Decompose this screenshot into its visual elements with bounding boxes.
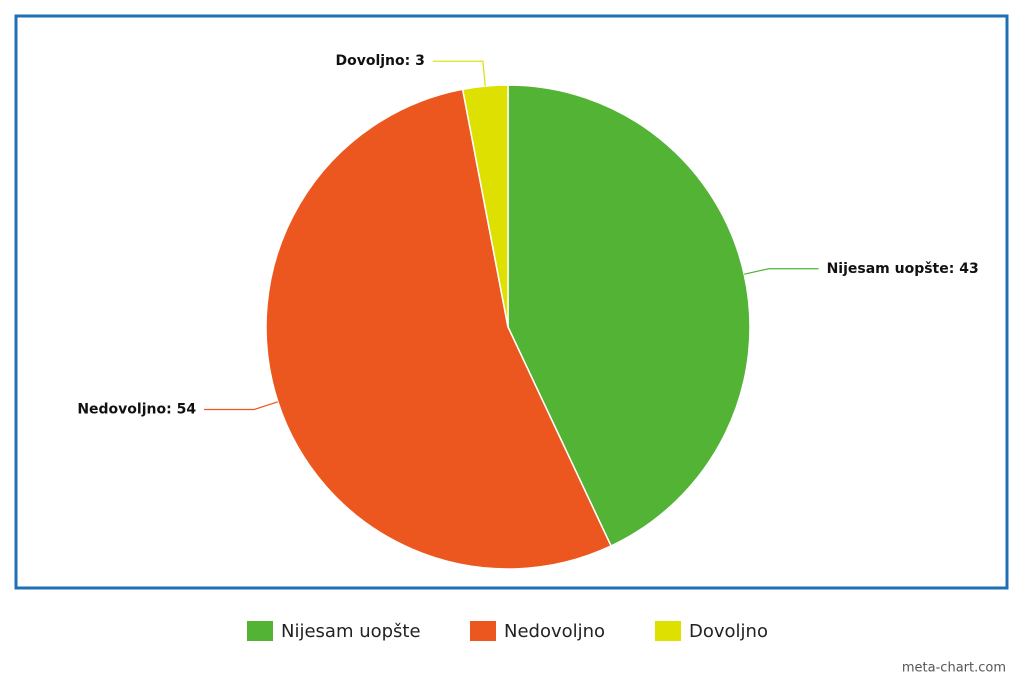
data-label: Dovoljno: 3 (335, 53, 424, 69)
leader-line (432, 60, 486, 87)
leader-line (744, 268, 819, 275)
legend-swatch (247, 621, 273, 641)
data-label: Nedovoljno: 54 (77, 402, 196, 418)
legend-swatch (655, 621, 681, 641)
legend-label: Nedovoljno (504, 621, 605, 642)
legend-label: Dovoljno (689, 621, 768, 642)
legend-label: Nijesam uopšte (281, 621, 421, 642)
legend-swatch (470, 621, 496, 641)
leader-line (204, 401, 279, 411)
data-label: Nijesam uopšte: 43 (827, 261, 979, 277)
pie-slice (507, 84, 751, 547)
pie-slice (461, 84, 509, 328)
credit: meta-chart.com (902, 661, 1006, 676)
